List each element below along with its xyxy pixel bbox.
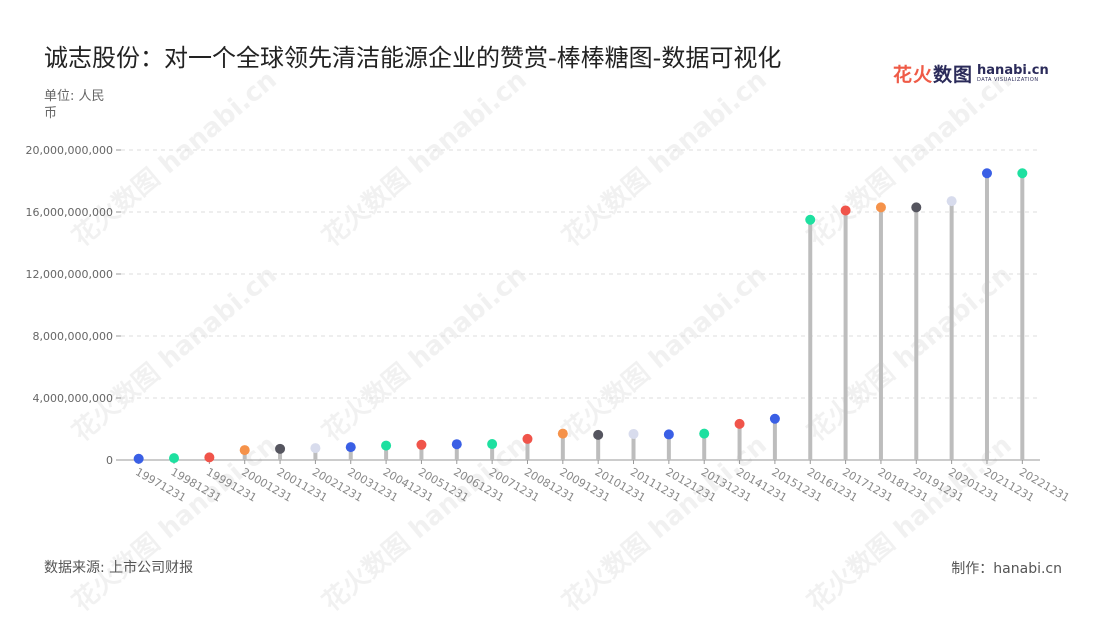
lollipop-dot — [416, 439, 427, 450]
lollipop-dot — [805, 214, 816, 225]
watermark: 花火数图 hanabi.cn — [317, 260, 533, 448]
lollipop-dot — [699, 428, 710, 439]
hanabi-logo: 花火数图 hanabi.cn DATA VISUALIZATION — [893, 60, 1049, 87]
watermark: 花火数图 hanabi.cn — [317, 65, 533, 253]
lollipop-dot — [911, 202, 922, 213]
y-tick-label: 12,000,000,000 — [26, 268, 113, 281]
lollipop-dot — [981, 168, 992, 179]
y-axis: 0 4,000,000,000 8,000,000,000 12,000,000,00… — [26, 144, 113, 467]
lollipop-dot — [169, 453, 180, 464]
lollipop-dot — [133, 453, 144, 464]
lollipop-dot — [487, 439, 498, 450]
logo-text-cn: 花火数图 — [893, 60, 973, 87]
lollipop-dot — [593, 429, 604, 440]
lollipop-dot — [275, 443, 286, 454]
watermark: 花火数图 hanabi.cn — [557, 65, 773, 253]
logo-text-cn-prefix: 花火 — [893, 64, 934, 86]
logo-tagline: DATA VISUALIZATION — [977, 77, 1039, 83]
y-tick-label: 20,000,000,000 — [26, 144, 113, 157]
lollipop-dot — [840, 205, 851, 216]
unit-label: 单位: 人民币 — [44, 89, 105, 121]
credit-label: 制作：hanabi.cn — [951, 561, 1062, 577]
lollipop-dot — [557, 428, 568, 439]
lollipop-dot — [875, 202, 886, 213]
logo-domain: hanabi.cn — [977, 63, 1049, 78]
grid-lines — [116, 149, 1040, 461]
y-tick-label: 0 — [106, 454, 113, 467]
lollipop-dot — [381, 440, 392, 451]
lollipop-dot — [451, 439, 462, 450]
y-tick-label: 8,000,000,000 — [33, 330, 113, 343]
lollipop-dot — [204, 452, 215, 463]
watermark: 花火数图 hanabi.cn — [67, 260, 283, 448]
y-tick-label: 4,000,000,000 — [33, 392, 113, 405]
lollipop-dot — [946, 196, 957, 207]
watermark: 花火数图 hanabi.cn — [67, 65, 283, 253]
lollipop-dot — [734, 418, 745, 429]
lollipop-dot — [628, 428, 639, 439]
lollipop-dots — [133, 168, 1028, 464]
lollipop-dot — [310, 443, 321, 454]
lollipop-dot — [522, 433, 533, 444]
lollipop-dot — [1017, 168, 1028, 179]
lollipop-dot — [345, 442, 356, 453]
source-label: 数据来源: 上市公司财报 — [44, 560, 194, 576]
watermark-layer: 花火数图 hanabi.cn 花火数图 hanabi.cn 花火数图 hanabi.… — [67, 65, 1018, 618]
logo-text-en: hanabi.cn DATA VISUALIZATION — [977, 64, 1049, 83]
lollipop-dot — [769, 413, 780, 424]
lollipop-dot — [239, 445, 250, 456]
y-tick-label: 16,000,000,000 — [26, 206, 113, 219]
lollipop-dot — [663, 429, 674, 440]
logo-text-cn-suffix: 数图 — [933, 64, 974, 86]
chart-title: 诚志股份：对一个全球领先清洁能源企业的赞赏-棒棒糖图-数据可视化 — [44, 44, 782, 72]
